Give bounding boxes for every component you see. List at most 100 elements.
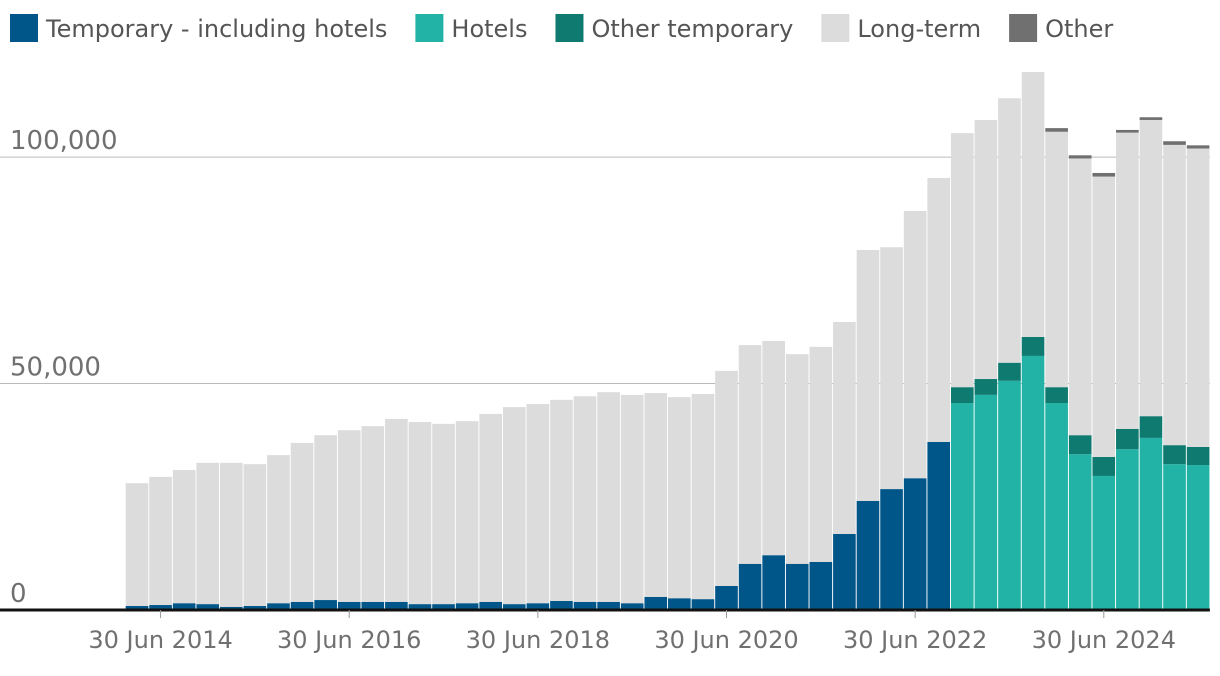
bar-segment (1139, 416, 1163, 438)
y-tick-label: 50,000 (10, 353, 101, 383)
bar-segment (1163, 144, 1186, 446)
bar-segment (1045, 131, 1068, 388)
bar-segment (196, 462, 220, 605)
bar-segment (715, 370, 738, 586)
bar-segment (408, 422, 432, 605)
bar-segment (1186, 446, 1210, 466)
bar-segment (149, 605, 172, 610)
bar-segment (856, 500, 880, 610)
bar-segment (856, 249, 880, 501)
bar-segment (715, 585, 738, 610)
x-tick-label: 30 Jun 2022 (843, 626, 987, 654)
bar-segment (267, 603, 290, 610)
bar-segment (620, 394, 644, 604)
bar-segment (149, 476, 172, 606)
bar-segment (479, 413, 503, 602)
bar-segment (998, 98, 1021, 363)
bar-segment (385, 601, 408, 610)
bar-segment (738, 563, 762, 610)
legend-label: Long-term (857, 15, 981, 43)
bar-segment (1068, 155, 1092, 159)
bar-segment (762, 555, 785, 610)
bar-segment (1116, 449, 1139, 610)
bar-segment (337, 430, 361, 602)
bar-segment (668, 397, 691, 599)
bar-segment (1092, 172, 1116, 177)
bar-segment (1068, 435, 1092, 455)
bar-segment (385, 418, 408, 602)
bar-segment (1186, 145, 1210, 149)
y-tick-label: 0 (10, 579, 27, 609)
bar-segment (1092, 456, 1116, 476)
bar-segment (432, 423, 455, 605)
bar-segment (785, 563, 809, 610)
bar-segment (172, 603, 196, 610)
legend-swatch (821, 14, 850, 42)
bar-segment (502, 604, 526, 610)
bar-segment (172, 470, 196, 604)
bar-segment (314, 600, 337, 610)
bar-segment (927, 441, 951, 610)
bar-segment (597, 392, 620, 602)
bar-segment (1021, 355, 1045, 610)
bar-segment (762, 340, 785, 556)
bar-segment (219, 606, 243, 610)
legend-swatch (555, 14, 584, 42)
bar-segment (1021, 336, 1045, 356)
bar-segment (267, 455, 290, 604)
bar-segment (1092, 176, 1116, 457)
bar-segment (432, 604, 455, 610)
bar-segment (361, 426, 385, 602)
legend-swatch (1009, 14, 1038, 42)
bar-segment (573, 601, 597, 610)
bar-segment (974, 394, 998, 610)
bar-segment (243, 464, 267, 606)
bar-segment (974, 379, 998, 395)
x-tick-label: 30 Jun 2024 (1032, 626, 1176, 654)
bar-segment (1116, 132, 1139, 429)
legend-label: Other temporary (591, 15, 793, 43)
bar-segment (998, 362, 1021, 381)
bar-segment (455, 603, 479, 610)
bar-segment (950, 133, 974, 388)
bar-segment (550, 399, 573, 601)
bar-segment (479, 601, 503, 610)
bar-segment (1068, 454, 1092, 610)
bar-segment (1186, 465, 1210, 610)
bar-segment (125, 483, 149, 606)
bar-segment (1163, 141, 1186, 145)
bar-segment (950, 387, 974, 404)
bar-segment (1068, 158, 1092, 436)
bar-segment (809, 346, 833, 562)
legend-label: Other (1045, 15, 1113, 43)
bar-segment (880, 247, 903, 490)
bar-segment (1045, 403, 1068, 610)
bar-segment (738, 345, 762, 564)
bar-segment (1116, 129, 1139, 133)
bar-segment (880, 489, 903, 610)
bar-segment (219, 462, 243, 607)
bar-segment (314, 435, 337, 601)
bar-segment (644, 596, 668, 610)
bar-segment (361, 601, 385, 610)
bar-segment (1163, 464, 1186, 610)
bar-segment (550, 600, 573, 610)
bar-segment (950, 403, 974, 610)
legend-label: Hotels (451, 15, 527, 43)
bar-segment (526, 403, 550, 604)
x-tick-label: 30 Jun 2014 (88, 626, 232, 654)
bar-segment (927, 177, 951, 442)
x-tick-label: 30 Jun 2018 (466, 626, 610, 654)
bar-segment (691, 393, 715, 600)
bar-segment (337, 601, 361, 610)
bar-segment (1139, 117, 1163, 120)
bar-segment (785, 354, 809, 564)
x-tick-label: 30 Jun 2020 (654, 626, 798, 654)
bar-segment (668, 598, 691, 610)
bar-segment (809, 561, 833, 610)
bar-segment (833, 321, 856, 534)
bar-segment (974, 119, 998, 380)
legend-swatch (415, 14, 444, 42)
legend-swatch (10, 14, 38, 42)
